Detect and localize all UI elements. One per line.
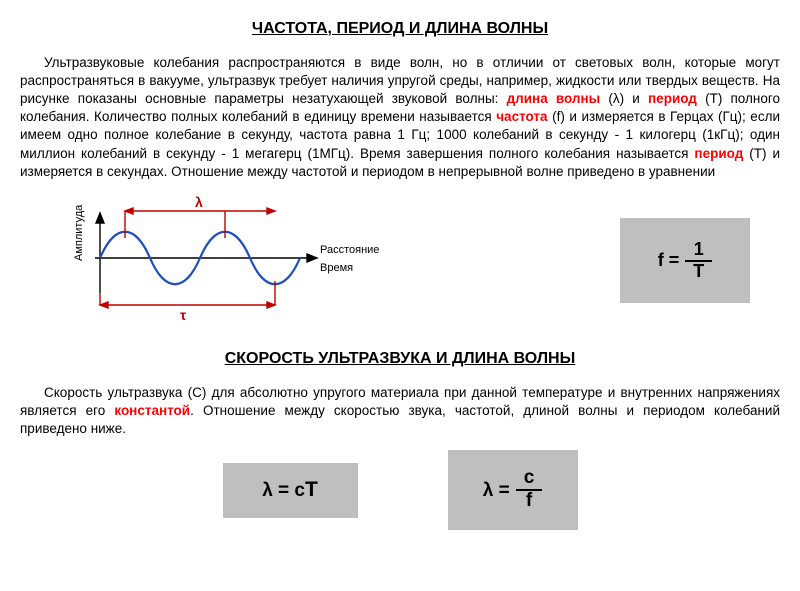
section2-paragraph: Скорость ультразвука (C) для абсолютно у… <box>20 384 780 439</box>
section2-heading: СКОРОСТЬ УЛЬТРАЗВУКА И ДЛИНА ВОЛНЫ <box>20 348 780 370</box>
lambda-label: λ <box>195 193 203 212</box>
wave-diagram: Амплитуда Расстояние Время λ τ <box>80 193 390 328</box>
freq-numerator: 1 <box>686 240 712 260</box>
kw-period-1: период <box>648 91 697 106</box>
formula-lambda-cf: λ = c f <box>448 450 578 530</box>
tau-label: τ <box>180 306 186 325</box>
lambda2-lhs: λ = <box>483 478 510 504</box>
kw-frequency: частота <box>496 109 547 124</box>
freq-lhs: f = <box>658 248 680 272</box>
formula-frequency: f = 1 T <box>620 218 750 303</box>
lambda2-fraction: c f <box>516 468 543 512</box>
lambda1-pre: λ = c <box>262 478 305 504</box>
section1-heading: ЧАСТОТА, ПЕРИОД И ДЛИНА ВОЛНЫ <box>20 18 780 40</box>
kw-constant: константой <box>114 403 190 418</box>
freq-denominator: T <box>685 262 712 282</box>
figure-row-2: λ = c T λ = c f <box>20 450 780 530</box>
y-axis-label: Амплитуда <box>72 205 87 261</box>
formula-lambda-cT: λ = c T <box>223 463 358 518</box>
s1-after-wl: (λ) и <box>600 91 648 106</box>
lambda2-denominator: f <box>518 491 540 512</box>
section1-paragraph: Ультразвуковые колебания распространяютс… <box>20 54 780 182</box>
figure-row-1: Амплитуда Расстояние Время λ τ <box>20 193 780 328</box>
x-axis-label-distance: Расстояние <box>320 243 379 258</box>
freq-fraction: 1 T <box>685 240 712 282</box>
lambda1-T: T <box>305 476 318 504</box>
lambda2-numerator: c <box>516 468 543 489</box>
x-axis-label-time: Время <box>320 261 353 276</box>
kw-period-2: период <box>694 146 743 161</box>
kw-wavelength: длина волны <box>507 91 601 106</box>
